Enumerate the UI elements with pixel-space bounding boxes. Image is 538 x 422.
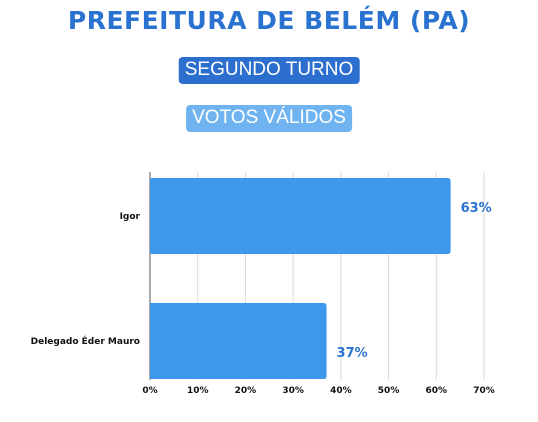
valid-votes-badge: VOTOS VÁLIDOS xyxy=(186,105,352,132)
x-tick-label: 70% xyxy=(473,386,495,396)
category-label: Delegado Éder Mauro xyxy=(31,335,140,347)
x-tick-label: 40% xyxy=(330,386,352,396)
x-tick-label: 30% xyxy=(282,386,304,396)
bar xyxy=(150,178,451,254)
x-tick-label: 0% xyxy=(142,386,157,396)
x-tick-label: 60% xyxy=(426,386,448,396)
x-tick-label: 50% xyxy=(378,386,400,396)
x-tick-label: 20% xyxy=(235,386,257,396)
category-label: Igor xyxy=(120,212,141,222)
value-label: 37% xyxy=(337,346,368,361)
bar xyxy=(150,303,327,379)
value-label: 63% xyxy=(461,201,492,216)
round-badge: SEGUNDO TURNO xyxy=(178,57,360,84)
chart-title: PREFEITURA DE BELÉM (PA) xyxy=(67,6,471,35)
x-tick-label: 10% xyxy=(187,386,209,396)
